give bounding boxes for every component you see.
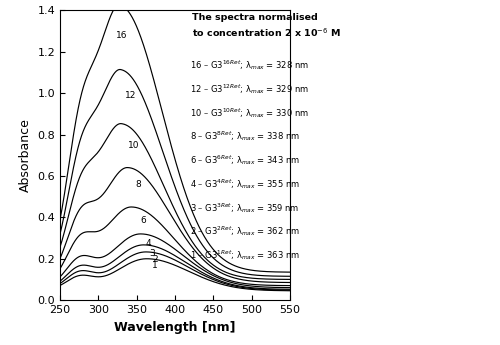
Text: 4: 4 <box>146 239 152 248</box>
Text: 1 – G3$^{1Ret}$; λ$_{max}$ = 363 nm: 1 – G3$^{1Ret}$; λ$_{max}$ = 363 nm <box>190 248 300 262</box>
Text: 16: 16 <box>116 31 128 40</box>
Text: 10 – G3$^{10Ret}$; λ$_{max}$ = 330 nm: 10 – G3$^{10Ret}$; λ$_{max}$ = 330 nm <box>190 106 309 120</box>
Text: 2: 2 <box>152 255 158 264</box>
Text: 3: 3 <box>149 249 154 258</box>
Text: 12 – G3$^{12Ret}$; λ$_{max}$ = 329 nm: 12 – G3$^{12Ret}$; λ$_{max}$ = 329 nm <box>190 82 309 96</box>
Text: 8: 8 <box>135 180 141 189</box>
Y-axis label: Absorbance: Absorbance <box>19 118 32 192</box>
Text: 4 – G3$^{4Ret}$; λ$_{max}$ = 355 nm: 4 – G3$^{4Ret}$; λ$_{max}$ = 355 nm <box>190 177 300 191</box>
Text: 1: 1 <box>152 261 158 270</box>
Text: The spectra normalised
to concentration 2 x 10$^{-6}$ M: The spectra normalised to concentration … <box>192 13 341 39</box>
Text: 10: 10 <box>128 141 139 150</box>
Text: 2 – G3$^{2Ret}$; λ$_{max}$ = 362 nm: 2 – G3$^{2Ret}$; λ$_{max}$ = 362 nm <box>190 225 300 238</box>
Text: 16 – G3$^{16Ret}$; λ$_{max}$ = 328 nm: 16 – G3$^{16Ret}$; λ$_{max}$ = 328 nm <box>190 58 309 72</box>
Text: 6 – G3$^{6Ret}$; λ$_{max}$ = 343 nm: 6 – G3$^{6Ret}$; λ$_{max}$ = 343 nm <box>190 153 300 167</box>
Text: 12: 12 <box>125 91 136 100</box>
Text: 6: 6 <box>140 216 146 225</box>
Text: 8 – G3$^{8Ret}$; λ$_{max}$ = 338 nm: 8 – G3$^{8Ret}$; λ$_{max}$ = 338 nm <box>190 129 300 144</box>
X-axis label: Wavelength [nm]: Wavelength [nm] <box>114 321 236 334</box>
Text: 3 – G3$^{3Ret}$; λ$_{max}$ = 359 nm: 3 – G3$^{3Ret}$; λ$_{max}$ = 359 nm <box>190 201 300 215</box>
